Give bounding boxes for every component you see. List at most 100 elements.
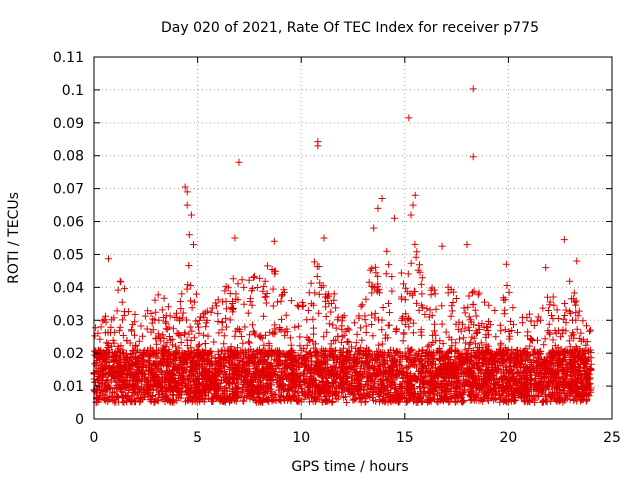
- data-point: [435, 355, 443, 363]
- data-point: [418, 290, 426, 298]
- data-point: [415, 306, 423, 314]
- data-point: [539, 304, 547, 312]
- data-point: [240, 283, 248, 291]
- data-point: [508, 345, 516, 353]
- data-point: [144, 307, 152, 315]
- data-point: [399, 337, 407, 345]
- data-point: [431, 320, 438, 328]
- data-point: [425, 313, 433, 321]
- data-point: [407, 259, 415, 267]
- data-point: [239, 339, 247, 347]
- data-point: [466, 340, 474, 348]
- data-point: [470, 287, 478, 295]
- data-point: [115, 327, 123, 335]
- data-point: [137, 322, 145, 330]
- data-point: [222, 305, 230, 313]
- data-point: [385, 321, 393, 329]
- data-point: [572, 301, 580, 309]
- data-point: [374, 272, 382, 280]
- data-point: [249, 321, 256, 329]
- data-point: [352, 339, 360, 347]
- data-point: [195, 323, 202, 331]
- data-point: [451, 398, 459, 405]
- data-point: [402, 284, 410, 292]
- data-point: [583, 322, 590, 330]
- data-point: [306, 398, 313, 406]
- data-point: [325, 320, 333, 328]
- data-point: [510, 321, 517, 329]
- data-point: [355, 314, 363, 322]
- data-point: [195, 329, 203, 337]
- data-point: [368, 321, 376, 328]
- data-point: [120, 285, 128, 293]
- data-point: [516, 360, 523, 368]
- data-point: [250, 329, 258, 337]
- data-point: [378, 340, 386, 348]
- data-point: [519, 313, 526, 321]
- data-point: [253, 284, 261, 291]
- data-point: [369, 332, 377, 340]
- data-point: [332, 379, 340, 386]
- data-point: [179, 309, 187, 317]
- data-point: [226, 316, 234, 324]
- data-point: [505, 288, 513, 296]
- data-point: [187, 297, 194, 305]
- data-point: [491, 307, 499, 314]
- data-point: [97, 323, 105, 331]
- data-point: [176, 298, 184, 305]
- data-point: [527, 371, 535, 379]
- data-point: [417, 331, 425, 339]
- data-point: [322, 303, 330, 311]
- data-point: [438, 302, 446, 310]
- data-point: [533, 317, 541, 325]
- data-point: [131, 331, 138, 339]
- data-point: [572, 297, 580, 305]
- data-point: [322, 313, 330, 320]
- data-point: [204, 332, 212, 340]
- data-point: [460, 334, 468, 342]
- data-point: [500, 310, 508, 318]
- data-point: [178, 290, 186, 298]
- data-point: [263, 290, 271, 297]
- data-point: [125, 308, 133, 316]
- data-point: [195, 316, 203, 324]
- data-point: [141, 312, 149, 320]
- data-point: [313, 273, 321, 280]
- data-point: [164, 303, 172, 311]
- data-point: [238, 333, 246, 340]
- data-point: [315, 309, 323, 317]
- data-point: [570, 334, 578, 342]
- chart-title: Day 020 of 2021, Rate Of TEC Index for r…: [161, 20, 539, 36]
- data-point: [277, 297, 285, 305]
- data-point: [417, 280, 425, 288]
- data-point: [287, 341, 295, 349]
- data-point: [456, 335, 463, 343]
- data-point: [119, 332, 127, 339]
- data-point: [562, 306, 570, 314]
- data-point: [306, 336, 314, 344]
- data-point: [210, 338, 218, 346]
- data-point: [113, 307, 121, 315]
- data-point: [143, 325, 151, 333]
- data-point: [114, 286, 122, 294]
- data-point: [162, 319, 170, 327]
- data-point: [268, 266, 276, 273]
- data-point: [418, 274, 426, 282]
- grid-lines: [94, 57, 612, 419]
- data-point: [310, 330, 317, 338]
- data-point: [244, 309, 252, 317]
- data-point: [388, 287, 396, 295]
- data-point: [157, 383, 165, 391]
- data-point: [103, 339, 111, 347]
- data-point: [411, 288, 419, 296]
- data-point: [303, 316, 311, 324]
- data-point: [351, 319, 358, 327]
- data-point: [340, 312, 348, 320]
- data-point: [452, 339, 460, 347]
- data-point: [201, 340, 209, 347]
- data-point: [264, 262, 271, 270]
- data-point: [329, 321, 337, 329]
- data-point: [362, 295, 370, 303]
- data-point: [549, 293, 557, 301]
- data-point: [278, 315, 285, 323]
